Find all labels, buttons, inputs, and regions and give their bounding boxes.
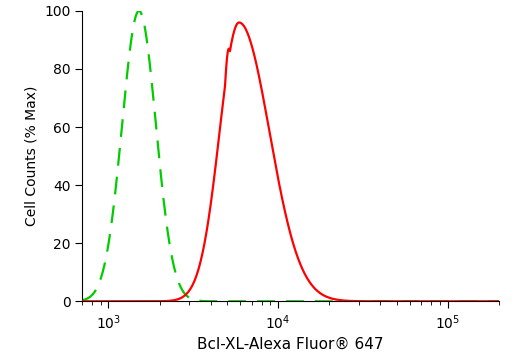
Y-axis label: Cell Counts (% Max): Cell Counts (% Max) (25, 86, 39, 226)
X-axis label: Bcl-XL-Alexa Fluor® 647: Bcl-XL-Alexa Fluor® 647 (197, 337, 383, 352)
